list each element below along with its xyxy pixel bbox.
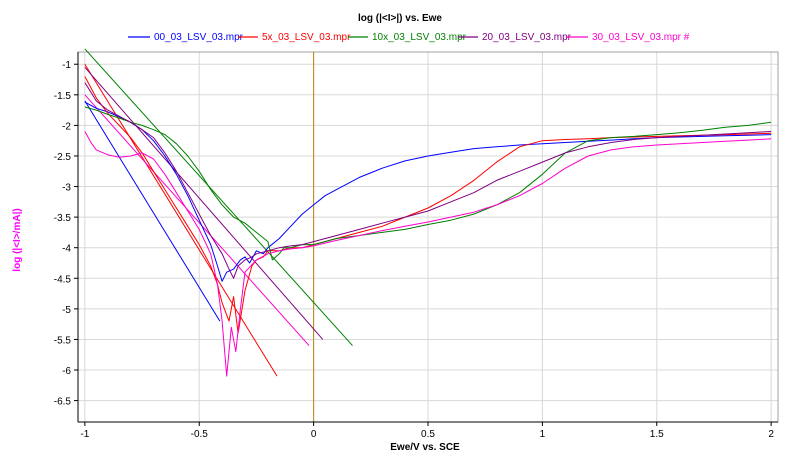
series-layer bbox=[84, 76, 772, 377]
legend-label-30: 30_03_LSV_03.mpr # bbox=[592, 32, 690, 43]
y-tick-label: -3 bbox=[62, 183, 71, 194]
y-tick-label: -6 bbox=[62, 366, 71, 377]
legend-item-20[interactable]: 20_03_LSV_03.mpr bbox=[458, 32, 572, 43]
x-tick-label: 0 bbox=[311, 429, 317, 440]
series-line-0[interactable] bbox=[84, 101, 772, 282]
tafel-fit-line-0 bbox=[84, 100, 221, 322]
x-axis-title: Ewe/V vs. SCE bbox=[390, 442, 460, 453]
legend-label-20: 20_03_LSV_03.mpr bbox=[482, 32, 572, 43]
y-tick-label: -4.5 bbox=[54, 274, 72, 285]
legend-item-5x[interactable]: 5x_03_LSV_03.mpr bbox=[238, 32, 351, 43]
tafel-fit-line-3 bbox=[84, 66, 324, 340]
x-tick-label: -0.5 bbox=[191, 429, 209, 440]
x-tick-label: 1 bbox=[540, 429, 546, 440]
series-line-1[interactable] bbox=[84, 76, 772, 334]
axis-layer: -1 -0.5 0 0.5 1 1.5 2 -1 -1.5 -2 -2.5 -3 -3.5 -4 -4.5 -… bbox=[54, 52, 778, 440]
y-tick-label: -1 bbox=[62, 60, 71, 71]
x-tick-label: 1.5 bbox=[650, 429, 664, 440]
y-tick-label: -5 bbox=[62, 305, 71, 316]
series-line-2[interactable] bbox=[84, 106, 772, 261]
y-tick-label: -4 bbox=[62, 244, 71, 255]
x-tick-label: 2 bbox=[768, 429, 774, 440]
y-tick-label: -2 bbox=[62, 121, 71, 132]
legend-item-10x[interactable]: 10x_03_LSV_03.mpr bbox=[348, 32, 467, 43]
x-tick-label: -1 bbox=[80, 429, 89, 440]
legend: 00_03_LSV_03.mpr 5x_03_LSV_03.mpr 10x_03… bbox=[128, 32, 690, 43]
y-tick-label: -1.5 bbox=[54, 91, 72, 102]
x-tick-label: 0.5 bbox=[421, 429, 435, 440]
legend-item-00[interactable]: 00_03_LSV_03.mpr bbox=[128, 32, 244, 43]
legend-item-30[interactable]: 30_03_LSV_03.mpr # bbox=[566, 32, 690, 43]
legend-label-5x: 5x_03_LSV_03.mpr bbox=[262, 32, 351, 43]
y-axis-title: log (|<I>/mA|) bbox=[12, 208, 23, 271]
y-tick-label: -2.5 bbox=[54, 152, 72, 163]
grid-layer bbox=[77, 51, 779, 423]
legend-label-00: 00_03_LSV_03.mpr bbox=[154, 32, 244, 43]
series-line-3[interactable] bbox=[84, 82, 772, 279]
chart-title: log (|<I>|) vs. Ewe bbox=[358, 13, 442, 24]
tafel-fit-line-2 bbox=[84, 48, 353, 346]
y-tick-label: -5.5 bbox=[54, 335, 72, 346]
series-line-4[interactable] bbox=[84, 131, 772, 377]
tafel-layer bbox=[84, 48, 353, 377]
y-tick-label: -3.5 bbox=[54, 213, 72, 224]
legend-label-10x: 10x_03_LSV_03.mpr bbox=[372, 32, 467, 43]
y-tick-label: -6.5 bbox=[54, 397, 72, 408]
tafel-fit-line-4 bbox=[84, 94, 310, 346]
tafel-fit-line-1 bbox=[84, 63, 278, 377]
